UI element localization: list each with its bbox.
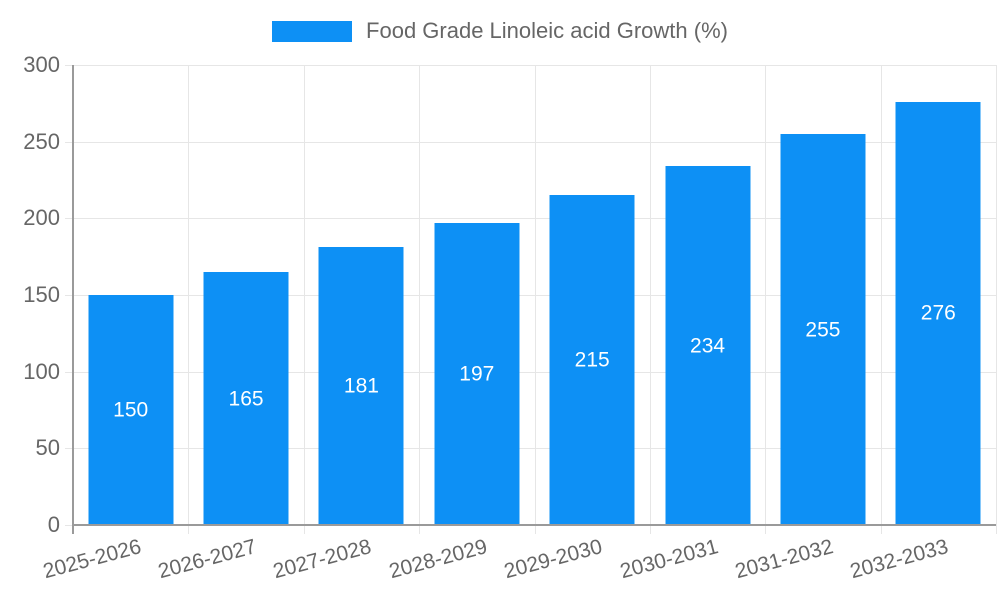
bar[interactable]: 255 — [780, 134, 866, 525]
y-axis-tick-label: 200 — [23, 205, 60, 231]
y-axis-tick-label: 150 — [23, 282, 60, 307]
gridline-horizontal — [65, 218, 996, 220]
bar[interactable]: 276 — [895, 101, 981, 525]
gridline-horizontal — [65, 371, 996, 373]
bar-value-label: 276 — [920, 301, 956, 325]
y-axis-tick-label: 100 — [23, 358, 60, 384]
bar-value-label: 165 — [228, 387, 264, 410]
gridline-vertical — [188, 65, 190, 534]
x-axis-line — [72, 524, 996, 526]
bar-value-label: 255 — [805, 318, 841, 341]
y-axis-tick-label: 300 — [23, 52, 60, 77]
gridline-vertical — [649, 65, 651, 534]
bar[interactable]: 165 — [203, 272, 289, 525]
bar[interactable]: 234 — [665, 166, 751, 525]
gridline-vertical — [765, 65, 767, 534]
bar-value-label: 234 — [690, 334, 726, 358]
gridline-horizontal — [65, 295, 996, 296]
legend[interactable]: Food Grade Linoleic acid Growth (%) — [0, 20, 1000, 42]
bar-value-label: 197 — [459, 362, 495, 386]
gridline-vertical — [419, 65, 421, 534]
bar[interactable]: 150 — [88, 295, 174, 525]
bar[interactable]: 181 — [318, 247, 404, 525]
bar-value-label: 181 — [343, 374, 379, 398]
gridline-horizontal — [65, 141, 996, 143]
y-axis-tick-label: 0 — [47, 512, 60, 537]
bar[interactable]: 197 — [434, 222, 520, 525]
gridline-vertical — [880, 65, 882, 534]
plot-area: 150 165 181 197 215 234 255 276 — [65, 65, 997, 534]
gridline-horizontal — [65, 65, 996, 66]
bar[interactable]: 215 — [549, 195, 635, 525]
legend-swatch-icon — [272, 20, 353, 42]
bar-value-label: 150 — [113, 398, 149, 422]
y-axis-tick-label: 250 — [23, 128, 60, 154]
gridline-horizontal — [65, 448, 996, 450]
gridline-vertical — [534, 65, 536, 534]
gridline-vertical — [303, 65, 305, 534]
bar-value-label: 215 — [574, 348, 610, 372]
gridline-vertical — [996, 65, 997, 534]
y-axis-line — [72, 65, 74, 534]
y-axis-tick-label: 50 — [35, 435, 60, 461]
legend-label: Food Grade Linoleic acid Growth (%) — [366, 18, 728, 43]
